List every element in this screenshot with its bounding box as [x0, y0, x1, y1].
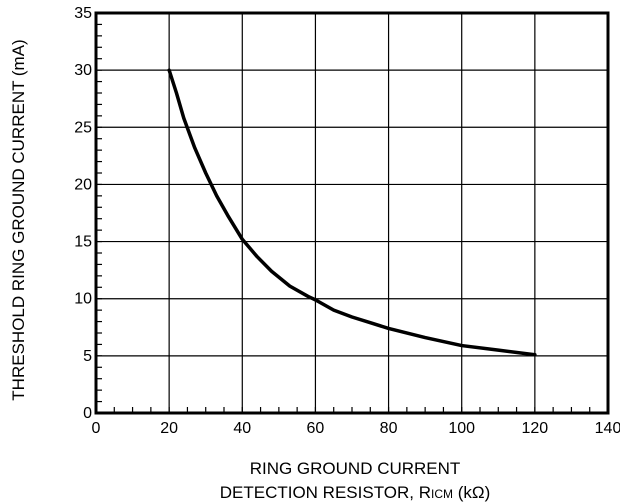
- y-tick-label: 30: [74, 62, 92, 79]
- y-tick-label: 25: [74, 119, 92, 136]
- x-tick-labels: 0 20 40 60 80 100 120 140: [92, 420, 620, 437]
- x-tick-label: 20: [160, 420, 178, 437]
- x-axis-title-suffix: (kΩ): [453, 483, 490, 502]
- data-series-line: [169, 70, 535, 355]
- y-tick-label: 15: [74, 234, 92, 251]
- y-tick-label: 0: [83, 405, 92, 422]
- x-axis-title-line2: DETECTION RESISTOR, RICM (kΩ): [220, 483, 491, 502]
- x-axis-title-prefix: DETECTION RESISTOR, R: [220, 483, 431, 502]
- x-tick-label: 120: [522, 420, 549, 437]
- y-tick-label: 35: [74, 5, 92, 22]
- x-tick-label: 80: [380, 420, 398, 437]
- y-axis-title: THRESHOLD RING GROUND CURRENT (mA): [9, 39, 28, 400]
- x-tick-label: 0: [92, 420, 101, 437]
- x-tick-label: 140: [595, 420, 620, 437]
- x-axis-title-line1: RING GROUND CURRENT: [250, 459, 461, 478]
- x-axis-title-subscript: ICM: [431, 487, 453, 501]
- x-tick-label: 100: [448, 420, 475, 437]
- y-tick-label: 20: [74, 176, 92, 193]
- y-tick-label: 5: [83, 348, 92, 365]
- x-tick-label: 40: [233, 420, 251, 437]
- y-tick-labels: 0 5 10 15 20 25 30 35: [74, 5, 92, 422]
- y-tick-label: 10: [74, 291, 92, 308]
- x-tick-label: 60: [307, 420, 325, 437]
